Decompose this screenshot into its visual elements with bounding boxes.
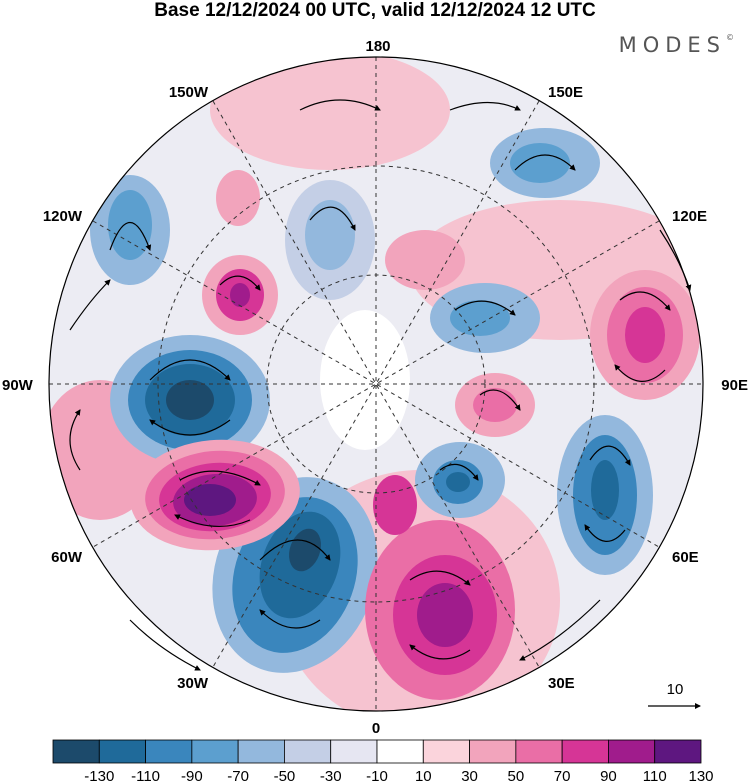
- colorbar-tick-label: -110: [131, 768, 160, 783]
- colorbar-swatch: [98, 739, 146, 764]
- map-boundary: [48, 56, 704, 712]
- colorbar-tick-label: 130: [688, 768, 713, 783]
- colorbar-tick-label: 30: [461, 768, 478, 783]
- lon-label-150w: 150W: [169, 84, 209, 101]
- colorbar: -130 -110 -90 -70 -50 -30 -10 10 30 50 70 90 110 130: [52, 739, 714, 783]
- colorbar-tick-label: 90: [600, 768, 617, 783]
- colorbar-swatch: [561, 739, 609, 764]
- reference-vector-label: 10: [667, 681, 684, 698]
- lon-label-0: 0: [372, 720, 380, 737]
- colorbar-swatch: [145, 739, 193, 764]
- lon-label-30e: 30E: [548, 675, 575, 692]
- colorbar-swatch: [52, 739, 100, 764]
- colorbar-tick-label: -10: [366, 768, 388, 783]
- colorbar-swatch: [284, 739, 332, 764]
- colorbar-swatch: [608, 739, 656, 764]
- colorbar-tick-label: -90: [181, 768, 203, 783]
- lon-label-180: 180: [365, 38, 390, 55]
- modes-logo: MODES©: [618, 33, 734, 57]
- lon-label-150e: 150E: [548, 84, 583, 101]
- colorbar-swatch: [191, 739, 239, 764]
- map-title: Base 12/12/2024 00 UTC, valid 12/12/2024…: [154, 0, 596, 21]
- reference-vector: 10: [648, 681, 701, 709]
- colorbar-swatch: [376, 739, 424, 764]
- colorbar-tick-label: -30: [320, 768, 342, 783]
- colorbar-tick-label: 70: [554, 768, 571, 783]
- colorbar-tick-label: -130: [84, 768, 114, 783]
- lon-label-30w: 30W: [177, 675, 209, 692]
- anomaly-field: [49, 57, 703, 711]
- lon-label-60w: 60W: [51, 549, 83, 566]
- colorbar-tick-label: -50: [274, 768, 296, 783]
- colorbar-swatch: [237, 739, 285, 764]
- colorbar-swatch: [422, 739, 470, 764]
- lon-label-60e: 60E: [672, 549, 699, 566]
- lon-label-90e: 90E: [721, 377, 748, 394]
- colorbar-tick-label: 10: [415, 768, 432, 783]
- graticule: [49, 57, 703, 711]
- colorbar-swatch: [654, 739, 702, 764]
- colorbar-tick-label: 50: [508, 768, 525, 783]
- lon-label-90w: 90W: [2, 377, 34, 394]
- longitude-labels: 180 0 90W 90E 150W 120W 150E 120E 60W 30…: [2, 38, 748, 737]
- colorbar-swatch: [515, 739, 563, 764]
- colorbar-swatch: [330, 739, 378, 764]
- lon-label-120w: 120W: [43, 208, 83, 225]
- colorbar-swatch: [469, 739, 517, 764]
- wind-vectors: [69, 99, 692, 671]
- lon-label-120e: 120E: [672, 208, 707, 225]
- colorbar-tick-label: 110: [643, 768, 667, 783]
- colorbar-tick-label: -70: [227, 768, 249, 783]
